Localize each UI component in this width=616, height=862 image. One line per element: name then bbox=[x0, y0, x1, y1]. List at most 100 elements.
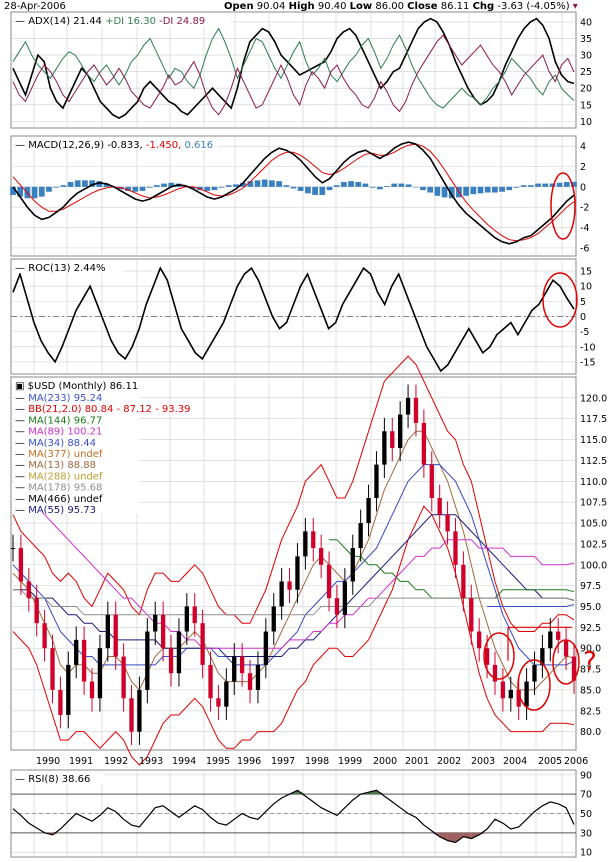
price-candle-body bbox=[437, 497, 442, 515]
price-legend-item: — MA(178) 95.68 bbox=[15, 483, 102, 494]
x-tick-label: 2006 bbox=[564, 756, 588, 767]
macd-histogram-bar bbox=[204, 186, 211, 191]
x-tick-label: 2005 bbox=[538, 756, 562, 767]
rsi-legend: — RSI(8) 38.66 bbox=[15, 774, 90, 785]
price-candle-body bbox=[374, 464, 379, 498]
y-tick-label: -15 bbox=[580, 357, 596, 368]
price-candle-body bbox=[168, 648, 174, 674]
macd-histogram-bar bbox=[153, 185, 160, 187]
price-legend-item: — MA(466) undef bbox=[15, 494, 103, 505]
x-tick-label: 1999 bbox=[338, 756, 362, 767]
x-tick-label: 2003 bbox=[471, 756, 495, 767]
macd-histogram-bar bbox=[225, 185, 232, 187]
chg-label: Chg bbox=[472, 1, 495, 12]
price-candle-body bbox=[516, 689, 521, 707]
chg-value: -3.63 (-4.05%) bbox=[497, 1, 570, 12]
macd-histogram-bar bbox=[53, 186, 60, 188]
close-value: 86.11 bbox=[440, 1, 470, 12]
macd-histogram-bar bbox=[542, 183, 549, 187]
price-ma-line-34 bbox=[12, 464, 575, 666]
macd-histogram-bar bbox=[427, 186, 434, 193]
macd-histogram-bar bbox=[10, 186, 16, 195]
price-candle-body bbox=[42, 623, 47, 649]
price-candle-body bbox=[382, 431, 387, 465]
price-candle-body bbox=[279, 581, 284, 607]
macd-histogram-bar bbox=[448, 186, 455, 199]
macd-histogram-bar bbox=[31, 186, 38, 199]
price-candle-body bbox=[477, 631, 482, 649]
macd-histogram-bar bbox=[340, 181, 347, 187]
macd-legend: — MACD(12,26,9) -0.833, -1.450, 0.616 bbox=[15, 140, 213, 151]
annotation-circle bbox=[552, 639, 580, 685]
price-ma-line-13 bbox=[12, 430, 575, 691]
x-tick-label: 1991 bbox=[69, 756, 93, 767]
y-tick-label: -2 bbox=[580, 203, 589, 214]
price-candle-body bbox=[129, 698, 134, 732]
macd-histogram-bar bbox=[305, 186, 311, 194]
rsi-oversold-fill bbox=[455, 832, 464, 843]
x-tick-label: 1992 bbox=[104, 756, 128, 767]
macd-histogram-bar bbox=[492, 186, 498, 193]
x-tick-label: 2004 bbox=[503, 756, 527, 767]
close-label: Close bbox=[407, 1, 438, 12]
roc-line bbox=[12, 266, 575, 373]
price-candle-body bbox=[113, 614, 118, 657]
y-tick-label: 10 bbox=[580, 282, 592, 293]
y-tick-label: 10 bbox=[580, 117, 592, 128]
macd-histogram-bar bbox=[319, 186, 326, 195]
annotation-circle bbox=[483, 632, 515, 680]
macd-histogram-bar bbox=[297, 186, 304, 191]
price-candle-body bbox=[89, 681, 95, 699]
x-tick-label: 1998 bbox=[305, 756, 329, 767]
y-tick-label: 112.5 bbox=[580, 456, 607, 467]
price-candle-body bbox=[390, 431, 395, 448]
price-candle-body bbox=[484, 648, 490, 665]
y-tick-label: 2 bbox=[580, 162, 586, 173]
bb-lower-line bbox=[12, 505, 575, 766]
macd-histogram-bar bbox=[535, 183, 541, 187]
y-tick-label: 5 bbox=[580, 297, 586, 308]
macd-histogram-bar bbox=[391, 183, 398, 187]
price-candle-body bbox=[58, 689, 63, 715]
y-tick-label: 90.0 bbox=[580, 644, 601, 655]
y-tick-label: 30 bbox=[580, 51, 592, 62]
price-ma-line-178 bbox=[13, 589, 575, 616]
price-candle-body bbox=[429, 464, 434, 498]
price-legend-item: — MA(13) 88.88 bbox=[15, 460, 96, 471]
price-candle-body bbox=[208, 664, 213, 699]
price-candle-body bbox=[405, 397, 411, 415]
price-candle-body bbox=[74, 639, 79, 665]
macd-histogram-bar bbox=[563, 181, 570, 187]
price-candle-body bbox=[216, 698, 221, 707]
y-tick-label: 4 bbox=[580, 142, 586, 153]
price-legend-item: — MA(288) undef bbox=[15, 471, 103, 482]
macd-histogram-bar bbox=[247, 181, 254, 187]
x-tick-label: 2000 bbox=[373, 756, 397, 767]
adx-series-di-line bbox=[12, 27, 575, 109]
macd-histogram-bar bbox=[556, 182, 563, 187]
macd-histogram-bar bbox=[189, 186, 196, 189]
price-candle-body bbox=[137, 689, 142, 732]
macd-histogram-bar bbox=[132, 186, 139, 192]
macd-panel bbox=[10, 135, 577, 257]
price-legend-item: — MA(233) 95.24 bbox=[15, 393, 102, 404]
macd-histogram-bar bbox=[369, 186, 376, 188]
price-candle-body bbox=[239, 656, 245, 674]
y-tick-label: 85.0 bbox=[580, 685, 601, 696]
macd-histogram-bar bbox=[420, 186, 426, 191]
macd-histogram-bar bbox=[398, 183, 405, 187]
y-tick-label: 92.5 bbox=[580, 623, 601, 634]
price-candle-body bbox=[366, 497, 371, 524]
price-candle-body bbox=[453, 531, 458, 565]
y-tick-label: 10 bbox=[580, 848, 592, 859]
price-legend-item: — MA(55) 95.73 bbox=[15, 505, 96, 516]
macd-histogram-bar bbox=[463, 186, 469, 196]
y-tick-label: 87.5 bbox=[580, 665, 601, 676]
x-tick-label: 1993 bbox=[139, 756, 163, 767]
y-tick-label: 82.5 bbox=[580, 706, 601, 717]
open-value: 90.04 bbox=[256, 1, 286, 12]
macd-histogram-bar bbox=[312, 186, 318, 195]
y-tick-label: -10 bbox=[580, 342, 596, 353]
price-candle-body bbox=[342, 581, 348, 615]
